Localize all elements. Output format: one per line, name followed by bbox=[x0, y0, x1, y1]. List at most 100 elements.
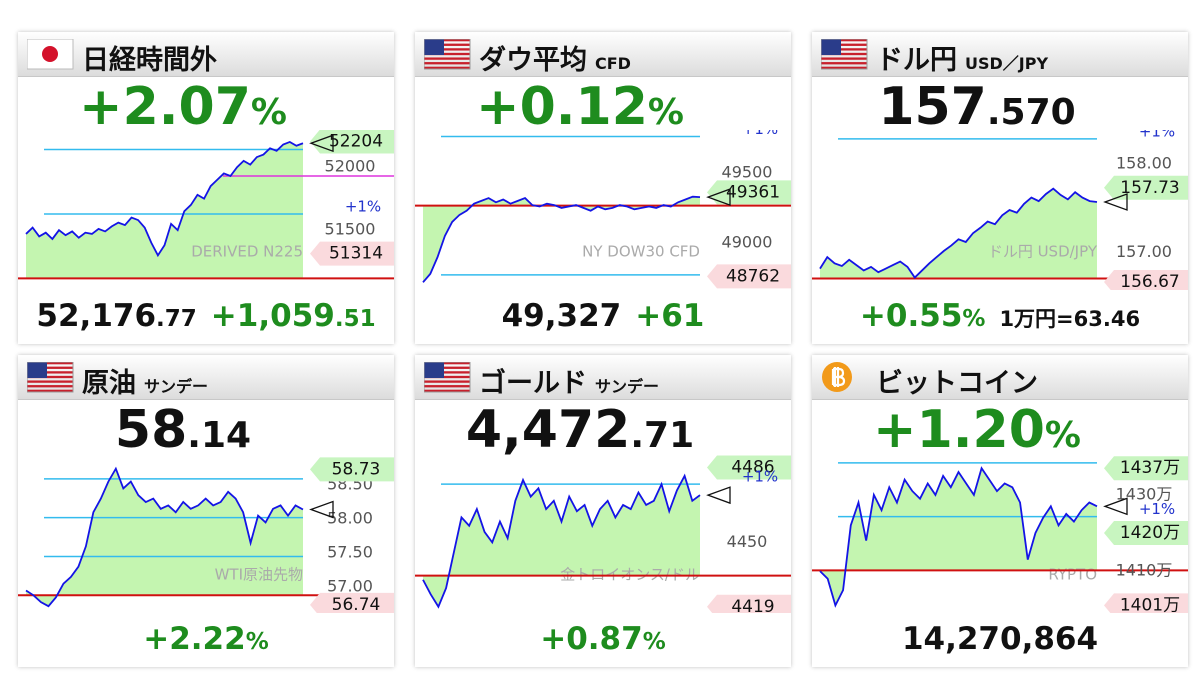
chart: DERIVED N225 52000 51500 52204 51314 +1% bbox=[18, 130, 394, 280]
flag-border bbox=[27, 362, 74, 393]
footer: 52,176.77 +1,059.51 bbox=[18, 294, 394, 343]
price-label: 56.74 bbox=[332, 595, 381, 613]
flag-stripe bbox=[27, 389, 73, 392]
price-label-box bbox=[707, 594, 791, 613]
footer-part: 49,327 bbox=[501, 298, 622, 334]
footer-part: 52,176 bbox=[36, 298, 157, 334]
price-label-box bbox=[707, 180, 791, 205]
watermark: ドル円 USD/JPY bbox=[988, 243, 1098, 261]
price-label-box bbox=[1104, 270, 1188, 290]
footer-part: +2.22 bbox=[143, 621, 246, 657]
price-label-box bbox=[1104, 521, 1188, 545]
headline: +0.12% bbox=[415, 76, 745, 150]
y-tick-label: 57.00 bbox=[327, 577, 373, 596]
flag-canton bbox=[27, 362, 47, 378]
price-line bbox=[819, 187, 1098, 279]
panel-header: ゴールド サンデー bbox=[415, 355, 791, 400]
flag-stripe bbox=[27, 385, 73, 388]
headline-part: .71 bbox=[630, 415, 695, 456]
footer-part: % bbox=[962, 306, 986, 332]
price-label: 51314 bbox=[329, 244, 383, 264]
y-tick-label: 57.50 bbox=[327, 543, 373, 562]
price-label-box bbox=[310, 241, 394, 266]
price-label: 4419 bbox=[731, 597, 774, 613]
panel-header: ドル円 USD／JPY bbox=[812, 32, 1188, 77]
footer-group: +61 bbox=[635, 298, 704, 334]
footer-group: +1,059.51 bbox=[211, 298, 376, 334]
title: ビットコイン bbox=[876, 361, 1038, 400]
headline-part: +1.20 bbox=[873, 400, 1045, 460]
chart: 金トロイオンス/ドル 4450 4486 4419 +1% bbox=[415, 455, 791, 613]
footer-part: 1万円=63.46 bbox=[999, 307, 1141, 331]
footer-group: +0.87% bbox=[540, 621, 666, 657]
annotation: +1% bbox=[742, 130, 778, 138]
footer-part: % bbox=[642, 629, 666, 655]
watermark: DERIVED N225 bbox=[191, 243, 303, 261]
flag-stripe bbox=[821, 66, 867, 69]
headline-part: .14 bbox=[187, 415, 252, 456]
flag bbox=[821, 39, 868, 70]
flag-stripe bbox=[424, 375, 470, 379]
footer-part: % bbox=[245, 629, 269, 655]
flag-stripe bbox=[424, 389, 470, 392]
flag-stripe bbox=[27, 371, 73, 374]
title: ゴールド サンデー bbox=[479, 361, 659, 400]
headline: +2.07% bbox=[18, 76, 348, 150]
chart: RYPTO 1430万 1410万 1437万 1420万 1401万 +1% bbox=[812, 456, 1188, 613]
annotation: +1% bbox=[345, 198, 381, 216]
panel-header: ダウ平均 CFD bbox=[415, 32, 791, 77]
title: 原油 サンデー bbox=[82, 361, 208, 400]
flag-stripe bbox=[424, 57, 470, 60]
flag-stripe bbox=[424, 366, 470, 369]
y-tick-label: 58.00 bbox=[327, 509, 373, 528]
flag-stripe bbox=[424, 66, 470, 69]
footer: +0.55% 1万円=63.46 bbox=[812, 294, 1188, 343]
headline-part: 157 bbox=[878, 77, 987, 137]
price-line bbox=[25, 140, 304, 258]
footer-group: +2.22% bbox=[143, 621, 269, 657]
price-label-box bbox=[310, 592, 394, 613]
title: ドル円 USD／JPY bbox=[876, 38, 1048, 77]
title-text: ゴールド bbox=[479, 368, 587, 399]
y-tick-label: 1410万 bbox=[1116, 561, 1173, 580]
flag-canton bbox=[821, 39, 841, 55]
y-tick-label: 52000 bbox=[325, 157, 376, 176]
price-pointer bbox=[706, 188, 731, 207]
price-label: 1401万 bbox=[1120, 595, 1180, 613]
footer-part: +0.55 bbox=[859, 298, 963, 334]
watermark: NY DOW30 CFD bbox=[582, 243, 700, 261]
headline: +1.20% bbox=[812, 399, 1142, 473]
headline: 58.14 bbox=[18, 399, 348, 473]
headline-part: % bbox=[250, 92, 287, 133]
ticker-panel: ビットコイン +1.20% 14,270,864 RYPTO 1430万 1410万 143… bbox=[812, 355, 1188, 667]
footer-group: 49,327 bbox=[502, 298, 622, 334]
price-label: 52204 bbox=[329, 131, 383, 151]
area-fill bbox=[820, 188, 1097, 279]
btc-glyph bbox=[831, 367, 846, 387]
flag-stripe bbox=[821, 39, 867, 42]
footer: 14,270,864 bbox=[812, 617, 1188, 666]
flag-canton bbox=[424, 39, 444, 55]
headline-part: 58 bbox=[114, 400, 188, 460]
flag-stripe bbox=[821, 62, 867, 65]
price-pointer bbox=[1103, 497, 1128, 516]
footer: +0.87% bbox=[415, 617, 791, 666]
flag-border bbox=[424, 362, 471, 393]
ticker-panel: ドル円 USD／JPY 157.570 +0.55% 1万円=63.46 ドル円 USD/… bbox=[812, 32, 1188, 344]
y-tick-label: 49500 bbox=[722, 162, 773, 181]
flag-stripe bbox=[424, 62, 470, 65]
headline: 157.570 bbox=[812, 76, 1142, 150]
flag-canton bbox=[424, 362, 444, 378]
subtitle: サンデー bbox=[595, 377, 660, 396]
price-line bbox=[422, 473, 701, 609]
flag-stripe bbox=[424, 380, 470, 383]
flag-stripe bbox=[27, 362, 73, 365]
footer-part: +1,059 bbox=[210, 298, 335, 334]
annotation: +1% bbox=[1139, 130, 1175, 140]
area-fill bbox=[423, 475, 700, 607]
price-label-box bbox=[707, 264, 791, 289]
annotation: +1% bbox=[1139, 500, 1175, 518]
footer-group: 52,176.77 bbox=[36, 298, 196, 334]
price-label: 1420万 bbox=[1120, 523, 1180, 543]
y-tick-label: 1430万 bbox=[1116, 484, 1173, 503]
